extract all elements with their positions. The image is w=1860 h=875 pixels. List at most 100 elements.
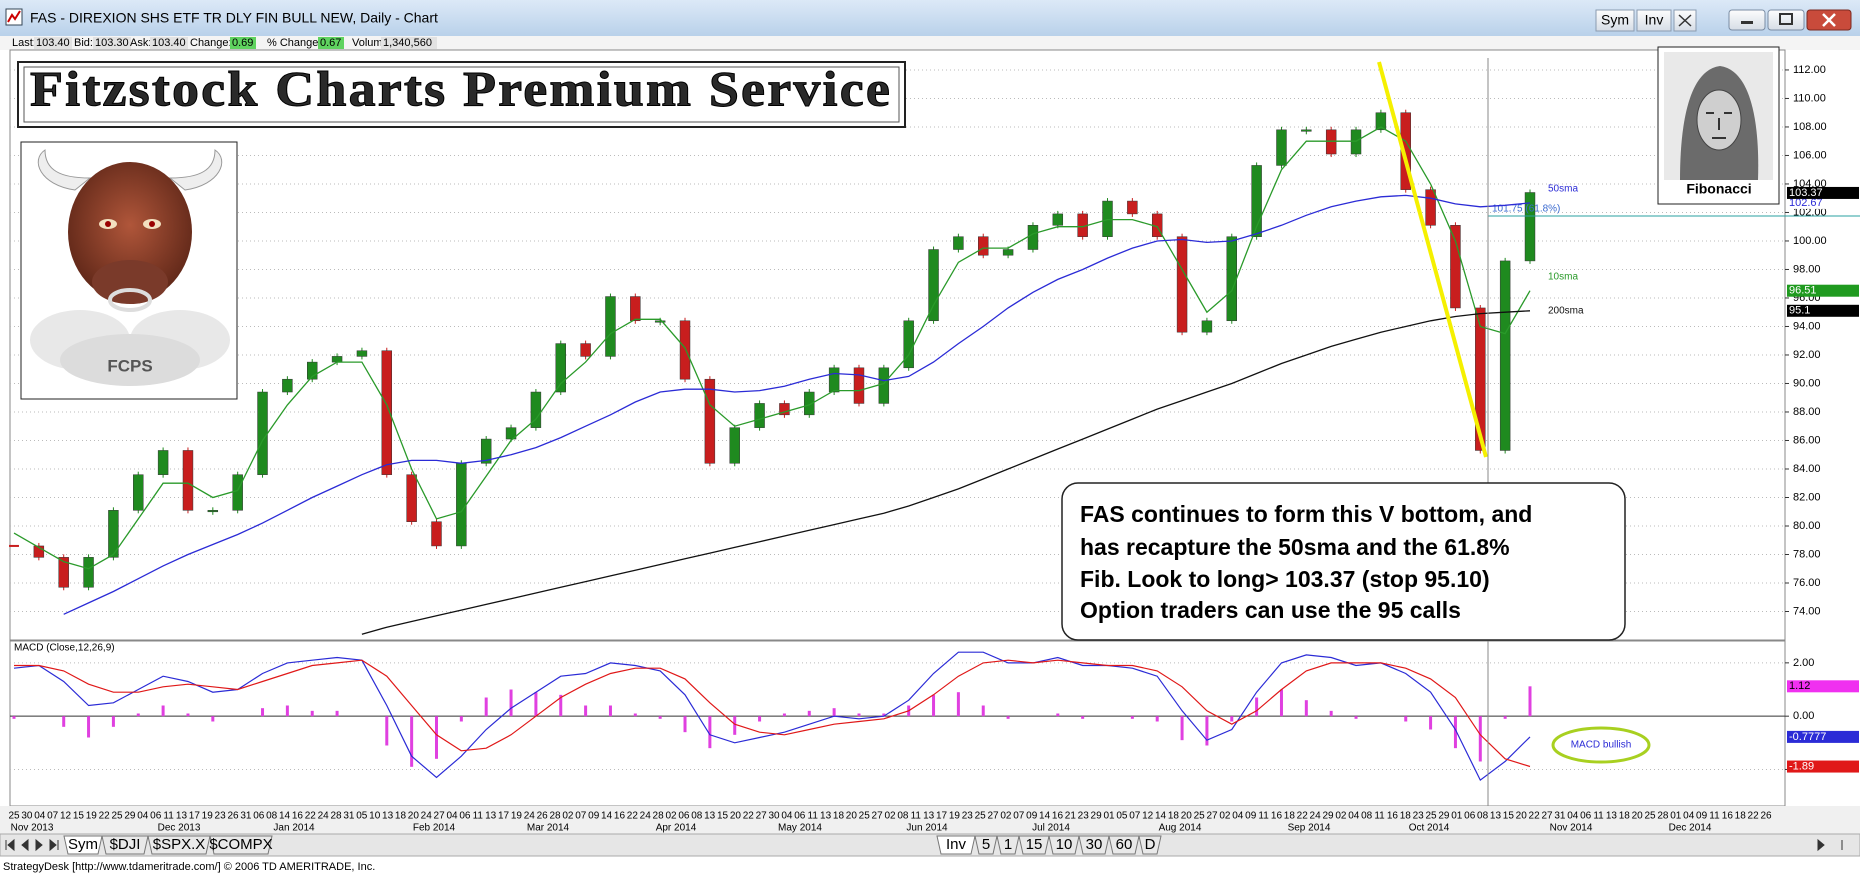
x-tick-label: 15: [73, 811, 85, 822]
x-tick-label: 04: [446, 811, 458, 822]
y-tick-label: 90.00: [1793, 377, 1821, 389]
tab-label[interactable]: D: [1145, 836, 1156, 853]
x-tick-label: 11: [1593, 811, 1604, 822]
x-tick-label: 04: [137, 811, 149, 822]
y-tick-label: 88.00: [1793, 406, 1821, 418]
histogram-bar: [1205, 716, 1209, 746]
x-tick-label: 16: [1271, 811, 1283, 822]
tab[interactable]: [101, 835, 149, 855]
status-text: StrategyDesk [http://www.tdameritrade.co…: [3, 861, 375, 873]
x-tick-label: 14: [1039, 811, 1051, 822]
tab[interactable]: [1078, 835, 1110, 855]
candle: [157, 450, 169, 475]
tab-label[interactable]: $SPX.X: [153, 836, 206, 853]
minimize-icon: [1741, 21, 1753, 24]
tab-label[interactable]: $COMPX: [209, 836, 272, 853]
line: [13, 651, 1531, 782]
histogram-bar: [932, 694, 936, 717]
y-tick-label: 80.00: [1793, 520, 1821, 532]
tab-nav[interactable]: [5, 838, 59, 852]
tab-label[interactable]: $DJI: [110, 836, 141, 853]
tab[interactable]: [1018, 835, 1050, 855]
candle: [729, 427, 740, 464]
y-tick-label: 110.00: [1793, 92, 1826, 104]
x-tick-label: 06: [794, 811, 806, 822]
x-tick-label: 29: [1091, 811, 1103, 822]
series-label: 200sma: [1548, 305, 1584, 316]
x-month-label: Nov 2013: [11, 823, 54, 834]
candle: [779, 403, 790, 416]
x-tick-label: 02: [562, 811, 574, 822]
tab[interactable]: [936, 835, 976, 855]
x-tick-label: 16: [1722, 811, 1734, 822]
candle: [605, 296, 616, 357]
tab[interactable]: [1048, 835, 1080, 855]
histogram-bar: [1180, 716, 1184, 741]
tab[interactable]: [996, 835, 1020, 855]
last-price: 103.37: [1789, 187, 1823, 199]
tab-label[interactable]: Inv: [946, 836, 967, 853]
x-tick-label: 07: [1013, 811, 1025, 822]
candle: [1027, 225, 1039, 250]
tab-label[interactable]: 15: [1026, 836, 1043, 853]
histogram-bar: [111, 716, 115, 727]
x-tick-label: 13: [485, 811, 497, 822]
macd-last-value: -0.7777: [1789, 731, 1826, 743]
y-tick-label: 86.00: [1793, 434, 1821, 446]
x-month-label: Aug 2014: [1159, 823, 1202, 834]
y-tick-label: 0.00: [1793, 710, 1814, 722]
candle: [1176, 236, 1188, 333]
tab[interactable]: [1108, 835, 1140, 855]
candle: [1475, 307, 1486, 451]
x-tick-label: 13: [1490, 811, 1502, 822]
x-tick-label: 26: [537, 811, 549, 822]
tab[interactable]: [974, 835, 998, 855]
x-tick-label: 09: [1245, 811, 1257, 822]
scroll-right[interactable]: [1817, 838, 1843, 852]
quote-value-box: [93, 37, 131, 49]
y-tick-label: 82.00: [1793, 491, 1821, 503]
x-tick-label: 30: [768, 811, 780, 822]
tab-label[interactable]: Sym: [68, 836, 98, 853]
sym-button-label[interactable]: Sym: [1601, 12, 1629, 28]
tab-label[interactable]: 5: [982, 836, 990, 853]
candle: [1524, 192, 1536, 262]
x-month-label: Nov 2014: [1550, 823, 1593, 834]
x-tick-label: 29: [1438, 811, 1450, 822]
tab[interactable]: [147, 835, 211, 855]
restore-button[interactable]: [1767, 9, 1805, 31]
histogram-bar: [1354, 716, 1358, 719]
histogram-bar: [410, 716, 414, 767]
sym-button[interactable]: [1595, 9, 1635, 32]
histogram-bar: [708, 716, 712, 749]
line: [361, 310, 1531, 635]
quote-items: Last: 103.40 Bid: 103.30 Ask: 103.40 Change: 0.…: [12, 37, 437, 49]
inv-button-label[interactable]: Inv: [1645, 12, 1664, 28]
restore-icon: [1779, 13, 1793, 25]
bull-head: [68, 162, 192, 302]
tab-label[interactable]: 1: [1004, 836, 1012, 853]
x-tick-label: 24: [318, 811, 330, 822]
histogram-bar: [683, 716, 687, 733]
x-tick-label: 09: [1026, 811, 1038, 822]
inv-button[interactable]: [1636, 9, 1672, 32]
x-tick-label: 06: [459, 811, 471, 822]
x-tick-label: 18: [1284, 811, 1296, 822]
tab-label[interactable]: 30: [1086, 836, 1103, 853]
tab[interactable]: [209, 835, 273, 855]
tab[interactable]: [63, 835, 103, 855]
x-tick-label: 25: [1425, 811, 1437, 822]
quote-bar: [0, 36, 1860, 50]
tab-label[interactable]: 10: [1056, 836, 1073, 853]
candle: [282, 378, 293, 393]
y-tick-label: 2.00: [1793, 657, 1814, 669]
candle: [928, 249, 939, 322]
candle: [1201, 320, 1213, 333]
x-tick-label: 13: [820, 811, 832, 822]
minimize-button[interactable]: [1728, 9, 1766, 31]
tab[interactable]: [1138, 835, 1162, 855]
tab-label[interactable]: 60: [1116, 836, 1133, 853]
portrait-caption: Fibonacci: [1686, 181, 1751, 197]
x-tick-label: 14: [601, 811, 613, 822]
candle: [1499, 260, 1511, 451]
